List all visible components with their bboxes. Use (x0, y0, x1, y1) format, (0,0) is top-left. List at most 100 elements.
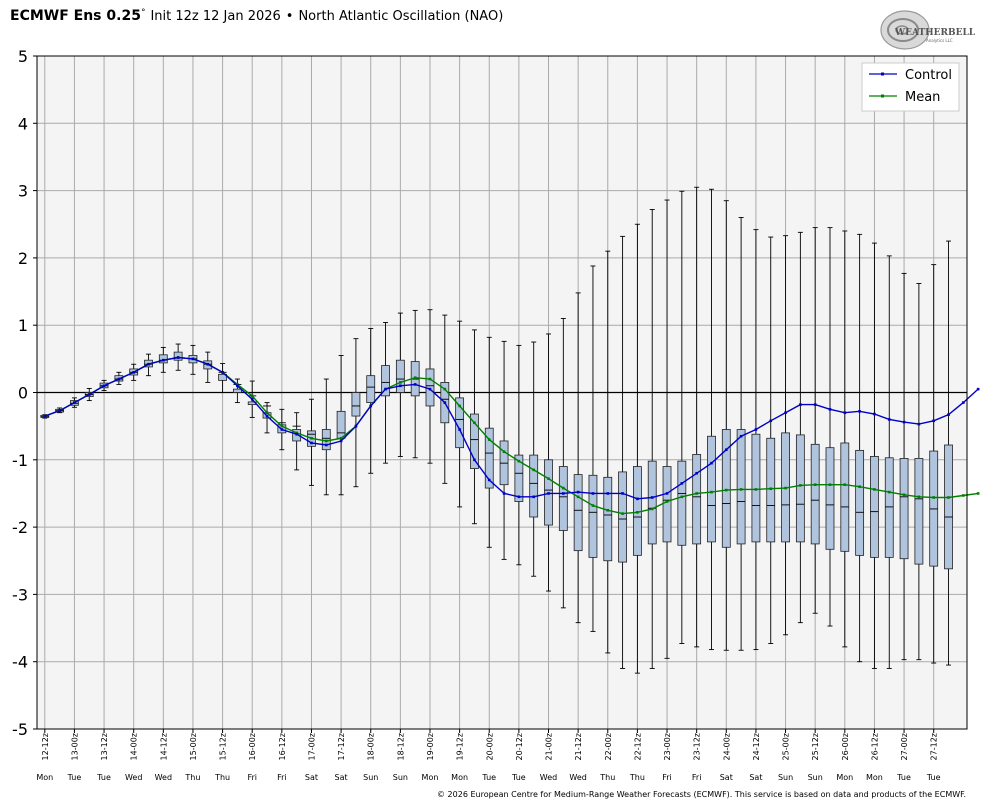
y-tick-label: -2 (12, 518, 28, 537)
control-point (887, 418, 891, 421)
mean-point (680, 495, 684, 499)
control-line (44, 356, 979, 500)
mean-point (710, 490, 713, 494)
box-body (721, 429, 731, 548)
control-point (754, 428, 758, 431)
control-point (487, 478, 491, 482)
logo-text: WEATHERBELL (894, 28, 976, 38)
legend-control-label: Control (905, 68, 952, 83)
box-body (766, 437, 776, 543)
box-plot (944, 240, 953, 666)
box-plot (707, 188, 716, 651)
y-axis: 5 4 3 2 1 0 -1 -2 -3 -4 -5 (12, 47, 37, 739)
x-time-label: 26-00z (841, 733, 850, 760)
mean-point (976, 492, 980, 495)
mean-point (932, 496, 935, 499)
box-body (573, 474, 583, 552)
control-point (976, 387, 980, 391)
x-day-label: Tue (926, 773, 941, 782)
box-plot (870, 242, 879, 669)
control-point (724, 448, 728, 452)
legend-mean-label: Mean (905, 90, 940, 105)
control-point (176, 356, 180, 359)
x-time-label: 22-00z (604, 733, 613, 760)
control-point (739, 434, 743, 438)
box-body (899, 458, 909, 560)
box-plot (499, 340, 509, 560)
x-day-label: Tue (511, 773, 526, 782)
x-day-label: Sun (808, 773, 823, 782)
x-time-label: 13-12z (100, 733, 109, 760)
mean-point (339, 436, 343, 440)
box-plot (218, 363, 227, 393)
legend-box (861, 62, 960, 112)
mean-point (517, 459, 521, 463)
box-plot (573, 292, 583, 624)
mean-point (724, 488, 728, 492)
box-body (751, 433, 761, 543)
chart-title: ECMWF Ens 0.25° Init 12z 12 Jan 2026 • Nort… (10, 8, 503, 24)
control-point (784, 411, 787, 414)
x-time-label: 24-12z (752, 733, 761, 760)
mean-point (887, 490, 891, 494)
mean-point (799, 484, 802, 487)
box-plot (603, 250, 613, 654)
box-plot (381, 322, 390, 464)
x-time-label: 15-00z (189, 733, 198, 760)
box-body (218, 373, 227, 381)
x-day-label: Tue (67, 773, 82, 782)
control-point (399, 384, 402, 388)
control-point (710, 461, 713, 465)
control-point (813, 403, 817, 406)
x-day-label: Sun (778, 773, 793, 782)
x-time-label: 19-12z (456, 733, 465, 760)
mean-point (962, 494, 965, 497)
box-body (692, 454, 702, 545)
x-time-label: 21-00z (545, 733, 554, 760)
box-plot (588, 265, 598, 632)
x-day-label: Fri (692, 773, 702, 782)
y-tick-label: -4 (12, 653, 28, 672)
x-time-label: 27-12z (930, 733, 939, 760)
box-body (855, 449, 865, 556)
mean-point (650, 507, 654, 511)
title-model: ECMWF Ens 0.25 (10, 8, 141, 24)
control-point (339, 439, 343, 443)
control-point (236, 384, 239, 388)
box-plot (751, 229, 761, 651)
x-time-label: 16-12z (278, 733, 287, 760)
control-point (902, 420, 906, 424)
box-plot (899, 272, 909, 661)
y-tick-label: 0 (18, 384, 28, 403)
box-body (336, 410, 346, 439)
box-plot (514, 344, 524, 566)
mean-point (739, 488, 743, 491)
control-point (280, 428, 284, 431)
mean-point (310, 436, 313, 440)
mean-point (873, 488, 876, 491)
x-day-label: Sat (749, 773, 762, 782)
control-point (324, 443, 328, 447)
control-point (769, 419, 773, 423)
control-point (532, 495, 535, 499)
x-day-label: Thu (184, 773, 200, 782)
x-day-label: Fri (247, 773, 257, 782)
box-plot (351, 338, 361, 488)
box-body (351, 392, 361, 417)
control-point (828, 408, 832, 411)
x-day-label: Sun (363, 773, 378, 782)
mean-point (236, 383, 239, 386)
box-body (736, 429, 746, 545)
box-body (321, 429, 331, 451)
control-point (680, 482, 684, 485)
control-point (636, 497, 639, 501)
box-body (677, 460, 687, 546)
control-point (917, 422, 921, 426)
box-body (173, 351, 183, 361)
mean-point (250, 394, 254, 398)
x-time-label: 22-12z (633, 733, 642, 760)
x-time-label: 14-12z (159, 733, 168, 760)
mean-point (947, 496, 950, 499)
x-day-label: Mon (422, 773, 439, 782)
